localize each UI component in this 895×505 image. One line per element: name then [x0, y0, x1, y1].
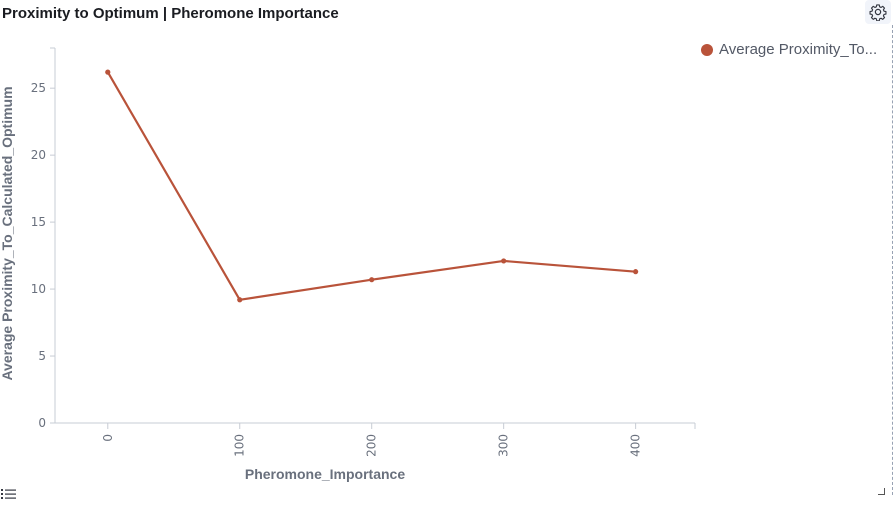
y-tick-label: 25 — [31, 81, 46, 95]
list-icon[interactable] — [0, 486, 18, 502]
data-point[interactable] — [369, 277, 375, 283]
data-point[interactable] — [237, 297, 243, 303]
legend-item[interactable]: Average Proximity_To... — [701, 41, 877, 58]
x-axis-title: Pheromone_Importance — [245, 466, 405, 482]
y-tick-label: 0 — [38, 416, 46, 430]
settings-button[interactable] — [865, 0, 891, 24]
resize-handle[interactable] — [878, 488, 885, 495]
gear-icon — [869, 4, 887, 21]
series-group — [105, 69, 639, 303]
data-point[interactable] — [501, 258, 507, 264]
y-axis-ticks: 0 5 10 15 20 25 — [31, 47, 55, 430]
x-tick-label: 300 — [497, 434, 511, 457]
x-axis-ticks: 0 100 200 300 400 — [101, 423, 696, 457]
series-line — [106, 71, 636, 301]
x-tick-label: 400 — [629, 434, 643, 457]
panel-title: Proximity to Optimum | Pheromone Importa… — [2, 5, 339, 22]
x-tick-label: 100 — [233, 434, 247, 457]
legend-label: Average Proximity_To... — [719, 41, 878, 58]
y-tick-label: 10 — [31, 282, 46, 296]
x-tick-label: 200 — [365, 434, 379, 457]
legend-swatch — [701, 43, 713, 56]
y-tick-label: 5 — [38, 349, 46, 363]
y-tick-label: 20 — [31, 148, 46, 162]
data-point[interactable] — [105, 69, 111, 75]
y-axis-title: Average Proximity_To_Calculated_Optimum — [0, 86, 15, 380]
x-tick-label: 0 — [101, 434, 115, 442]
panel-edge — [892, 25, 893, 495]
data-point[interactable] — [633, 269, 639, 275]
y-tick-label: 15 — [31, 215, 46, 229]
